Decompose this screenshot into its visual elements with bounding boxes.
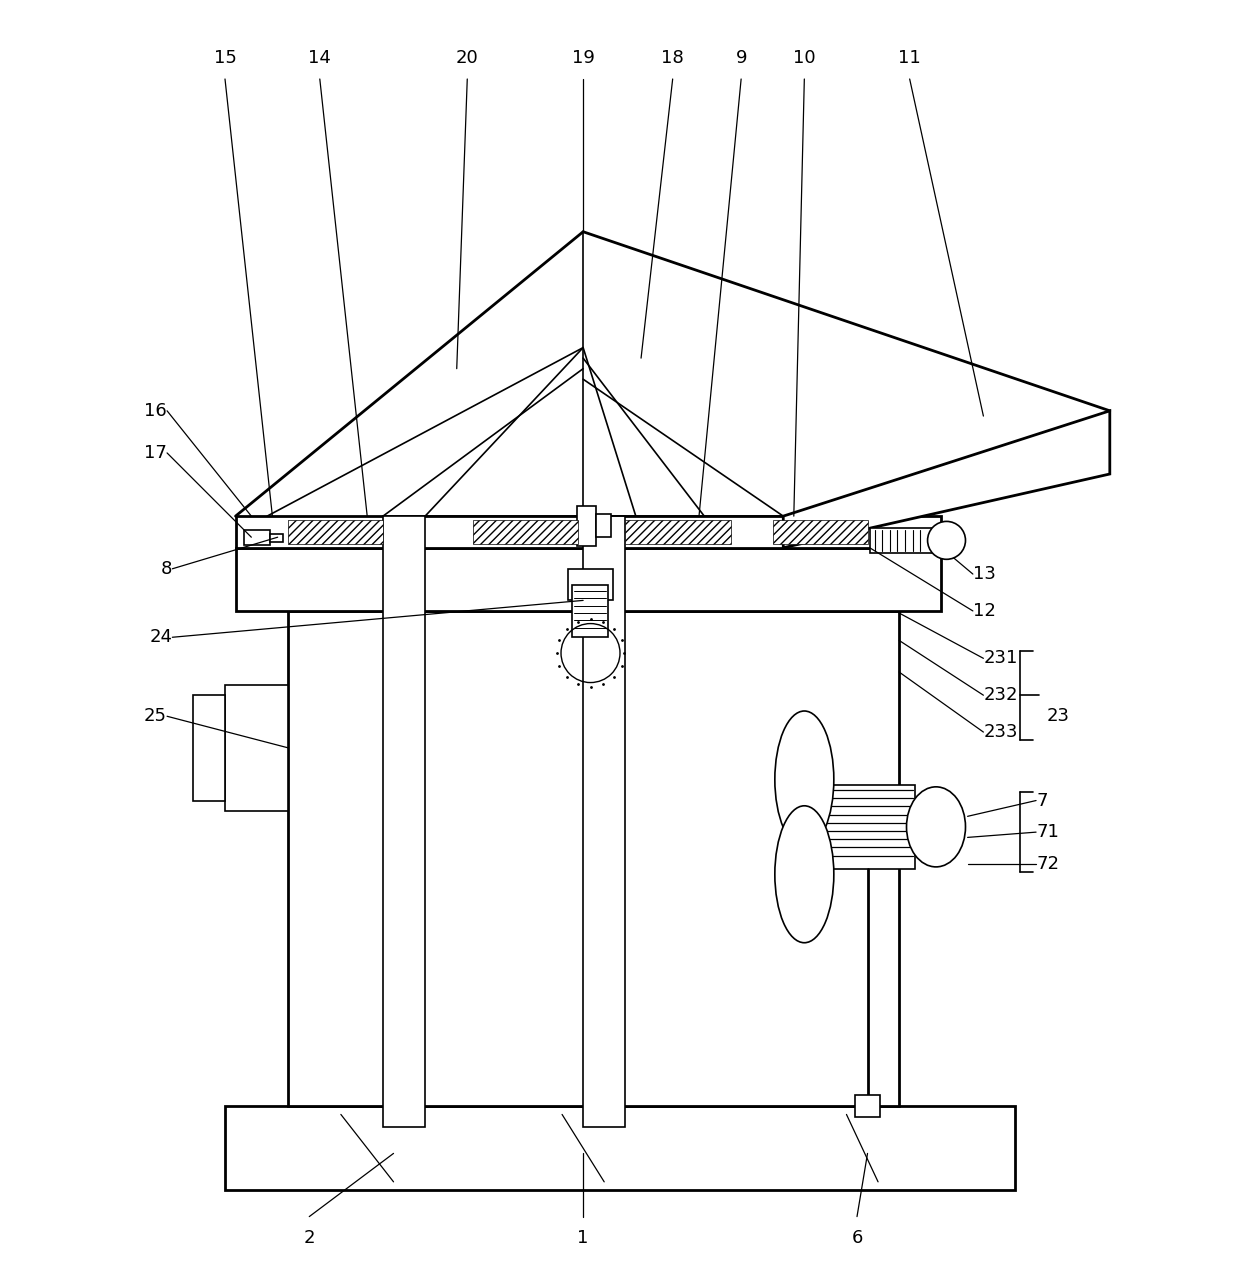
Text: 16: 16 — [144, 402, 167, 420]
Text: 12: 12 — [973, 602, 996, 619]
Bar — [288, 611, 899, 1106]
Text: 20: 20 — [456, 49, 479, 67]
Bar — [583, 516, 625, 1127]
Text: 11: 11 — [898, 49, 921, 67]
Text: 18: 18 — [661, 49, 684, 67]
Text: 233: 233 — [983, 723, 1018, 741]
Bar — [595, 514, 610, 537]
Polygon shape — [784, 411, 1110, 547]
Ellipse shape — [928, 521, 966, 559]
Text: 232: 232 — [983, 686, 1018, 704]
Text: 10: 10 — [794, 49, 816, 67]
Text: 7: 7 — [1037, 791, 1048, 809]
Text: 2: 2 — [304, 1229, 315, 1246]
Text: 9: 9 — [735, 49, 746, 67]
Text: 13: 13 — [973, 565, 996, 583]
Bar — [270, 533, 283, 542]
Text: 14: 14 — [309, 49, 331, 67]
Bar — [800, 814, 820, 839]
Bar — [288, 521, 383, 544]
Bar — [869, 528, 932, 552]
Bar — [572, 584, 609, 637]
Ellipse shape — [775, 710, 833, 848]
Bar — [224, 1106, 1016, 1191]
Bar — [224, 685, 288, 811]
Bar — [568, 569, 613, 600]
Text: 23: 23 — [1047, 708, 1070, 726]
Ellipse shape — [775, 806, 833, 943]
Text: 19: 19 — [572, 49, 594, 67]
Bar — [236, 516, 941, 547]
Text: 24: 24 — [149, 628, 172, 646]
Bar — [820, 785, 915, 870]
Bar — [854, 1096, 880, 1116]
Bar — [472, 521, 578, 544]
Text: 231: 231 — [983, 650, 1018, 667]
Bar — [383, 516, 425, 1127]
Text: 17: 17 — [144, 444, 167, 461]
Bar — [244, 530, 270, 545]
Bar — [773, 521, 868, 544]
Bar — [577, 506, 595, 546]
Text: 25: 25 — [144, 708, 167, 726]
Ellipse shape — [906, 786, 966, 867]
Text: 72: 72 — [1037, 854, 1059, 872]
Bar — [625, 521, 730, 544]
Text: 8: 8 — [161, 560, 172, 578]
Text: 71: 71 — [1037, 823, 1059, 841]
Text: 6: 6 — [852, 1229, 863, 1246]
Text: 15: 15 — [213, 49, 237, 67]
Bar — [193, 695, 224, 800]
Bar — [236, 547, 941, 611]
Text: 1: 1 — [578, 1229, 589, 1246]
